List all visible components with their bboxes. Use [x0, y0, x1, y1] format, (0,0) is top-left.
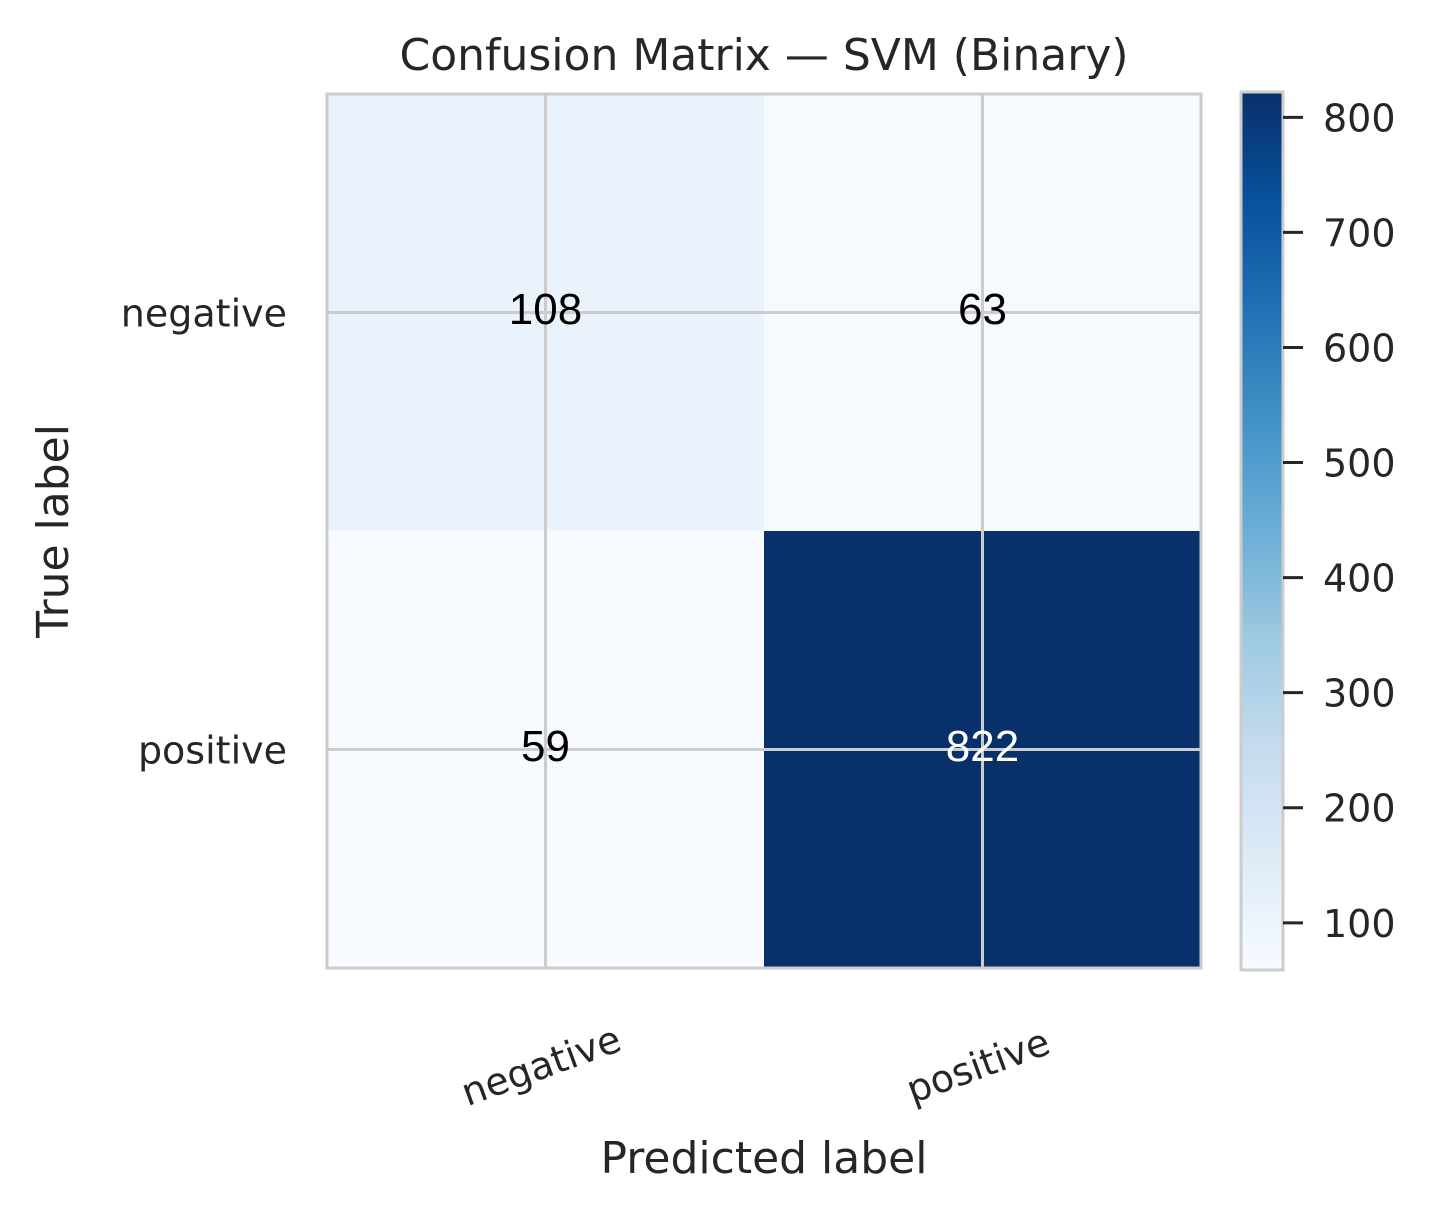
heatmap-cells: [327, 94, 1201, 968]
colorbar: [1239, 90, 1285, 972]
plot-border: [325, 92, 1203, 970]
chart-title: Confusion Matrix — SVM (Binary): [399, 30, 1128, 81]
colorbar-tick-label: 700: [1323, 211, 1396, 255]
cell-value-labels: 108 63 59 822: [509, 285, 1019, 771]
colorbar-tick-label: 800: [1323, 96, 1396, 140]
cell-value-label: 59: [521, 722, 570, 771]
colorbar-tick-label: 500: [1323, 442, 1396, 486]
x-axis-label: Predicted label: [601, 1133, 928, 1184]
colorbar-tick-label: 400: [1323, 557, 1396, 601]
x-tick-label: negative: [455, 1017, 626, 1115]
colorbar-tick-label: 100: [1323, 902, 1396, 946]
y-tick-label: positive: [138, 729, 287, 773]
y-tick-labels: negative positive: [121, 292, 287, 773]
colorbar-ticks: 100 200 300 400 500 600 700 800: [1283, 96, 1396, 946]
colorbar-tick-label: 200: [1323, 787, 1396, 831]
cell-value-label: 822: [946, 722, 1019, 771]
cell-value-label: 108: [509, 285, 582, 334]
y-axis-label: True label: [28, 424, 79, 639]
y-tick-label: negative: [121, 292, 287, 336]
x-tick-label: positive: [900, 1020, 1055, 1112]
heatmap-grid: [327, 94, 1201, 968]
x-tick-labels: negative positive: [455, 1017, 1055, 1115]
colorbar-tick-label: 300: [1323, 672, 1396, 716]
cell-value-label: 63: [958, 285, 1007, 334]
colorbar-tick-label: 600: [1323, 326, 1396, 370]
